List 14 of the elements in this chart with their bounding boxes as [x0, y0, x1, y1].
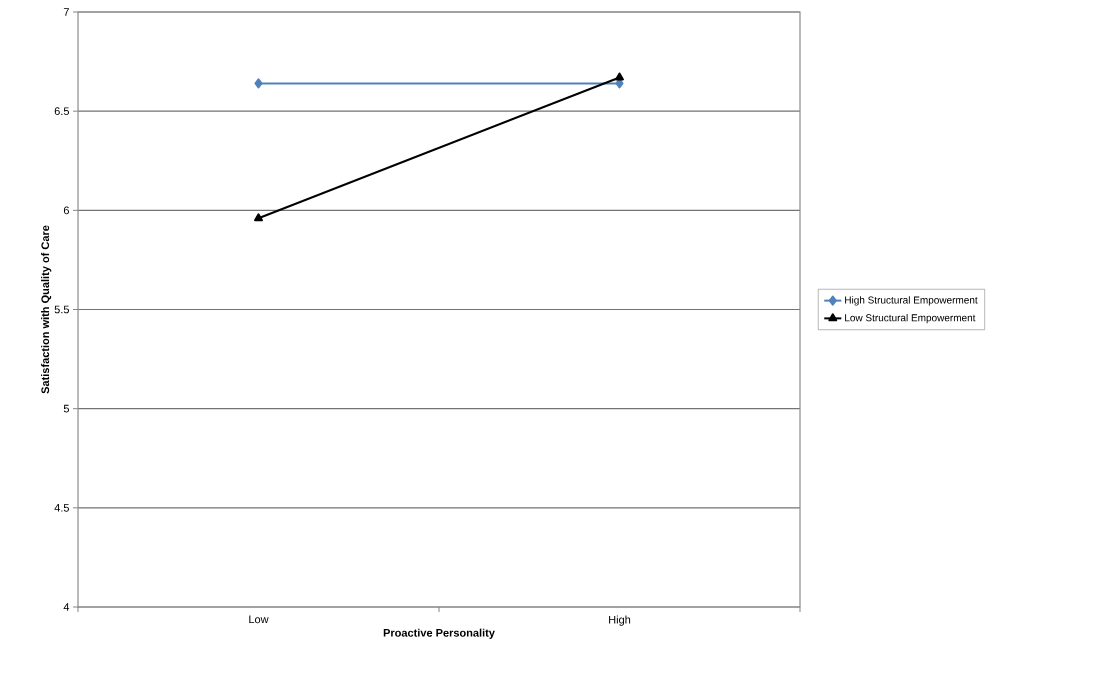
- legend-label: Low Structural Empowerment: [845, 314, 976, 324]
- x-tick-label: High: [609, 615, 631, 626]
- y-tick-label: 5.5: [54, 305, 69, 314]
- y-tick-label: 7: [63, 8, 69, 16]
- y-tick-label: 4.5: [54, 504, 69, 512]
- x-tick-label: Low: [249, 615, 269, 624]
- y-tick-label: 5: [63, 404, 69, 413]
- x-axis-title: Proactive Personality: [383, 628, 495, 639]
- y-axis-title: Satisfaction with Quality of Care: [41, 225, 52, 394]
- legend-label: High Structural Empowerment: [845, 296, 978, 306]
- y-tick-label: 6: [63, 206, 69, 215]
- y-tick-label: 4: [63, 603, 70, 611]
- y-tick-label: 6.5: [54, 107, 69, 116]
- point: [254, 78, 263, 89]
